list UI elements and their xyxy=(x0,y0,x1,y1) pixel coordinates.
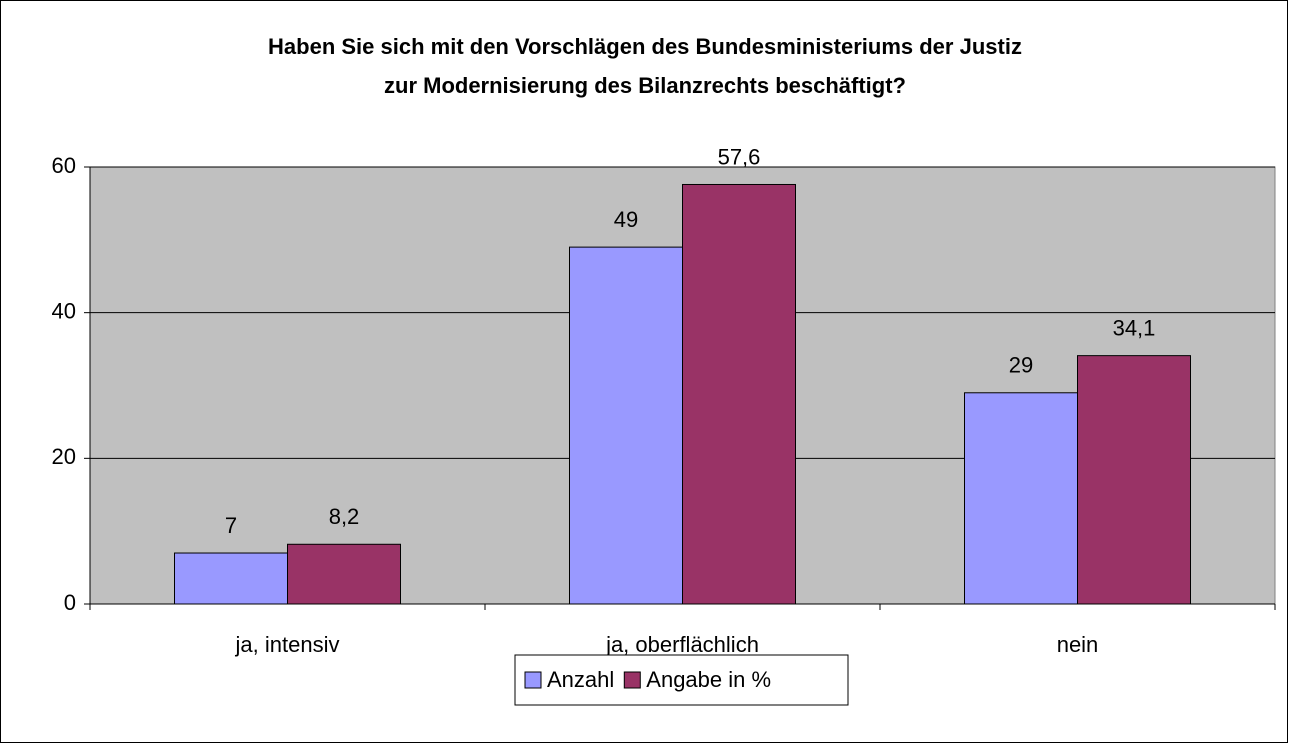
bar xyxy=(682,183,796,605)
bar xyxy=(569,246,683,605)
data-label: 29 xyxy=(1009,353,1033,378)
chart-title: zur Modernisierung des Bilanzrechts besc… xyxy=(384,73,906,98)
bar xyxy=(174,552,288,605)
data-label: 7 xyxy=(225,513,237,538)
legend-swatch xyxy=(524,671,542,689)
legend-box xyxy=(514,654,849,706)
x-tick-label: ja, oberflächlich xyxy=(605,632,759,657)
y-tick-label: 0 xyxy=(64,590,76,615)
bar xyxy=(1077,355,1191,605)
y-tick-label: 20 xyxy=(52,444,76,469)
data-label: 49 xyxy=(614,207,638,232)
legend-label: Anzahl xyxy=(547,667,614,692)
legend-swatch xyxy=(623,671,641,689)
y-tick-label: 60 xyxy=(52,153,76,178)
bar xyxy=(964,392,1078,605)
x-tick-label: nein xyxy=(1057,632,1099,657)
data-label: 8,2 xyxy=(329,504,360,529)
y-tick-label: 40 xyxy=(52,298,76,323)
chart-title: Haben Sie sich mit den Vorschlägen des B… xyxy=(268,34,1022,59)
x-tick-label: ja, intensiv xyxy=(235,632,340,657)
bar xyxy=(287,543,401,605)
legend-label: Angabe in % xyxy=(646,667,771,692)
data-label: 57,6 xyxy=(718,144,761,169)
data-label: 34,1 xyxy=(1113,315,1156,340)
